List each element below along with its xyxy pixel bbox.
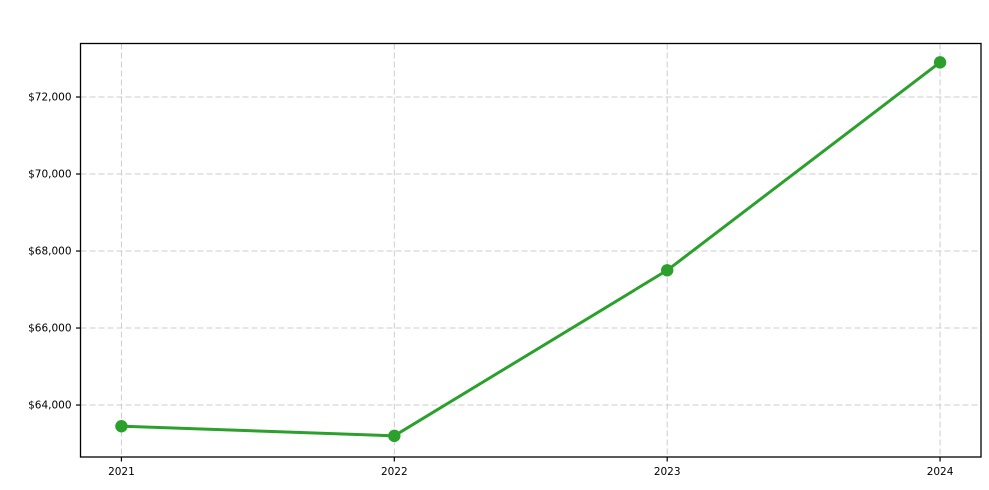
x-tick-label: 2022 xyxy=(381,466,408,478)
y-tick-label: $64,000 xyxy=(28,400,71,412)
y-tick-label: $70,000 xyxy=(28,169,71,181)
x-tick-label: 2021 xyxy=(108,466,135,478)
x-tick-label: 2024 xyxy=(927,466,954,478)
y-tick-label: $68,000 xyxy=(28,246,71,258)
y-tick-label: $66,000 xyxy=(28,323,71,335)
x-tick-label: 2023 xyxy=(654,466,681,478)
data-line xyxy=(119,60,942,438)
data-point-marker xyxy=(933,56,947,69)
data-point-marker xyxy=(388,429,401,443)
axes-border xyxy=(79,42,982,458)
data-point-marker xyxy=(660,264,674,277)
y-tick-label: $72,000 xyxy=(28,92,71,104)
data-point-marker xyxy=(115,419,128,433)
